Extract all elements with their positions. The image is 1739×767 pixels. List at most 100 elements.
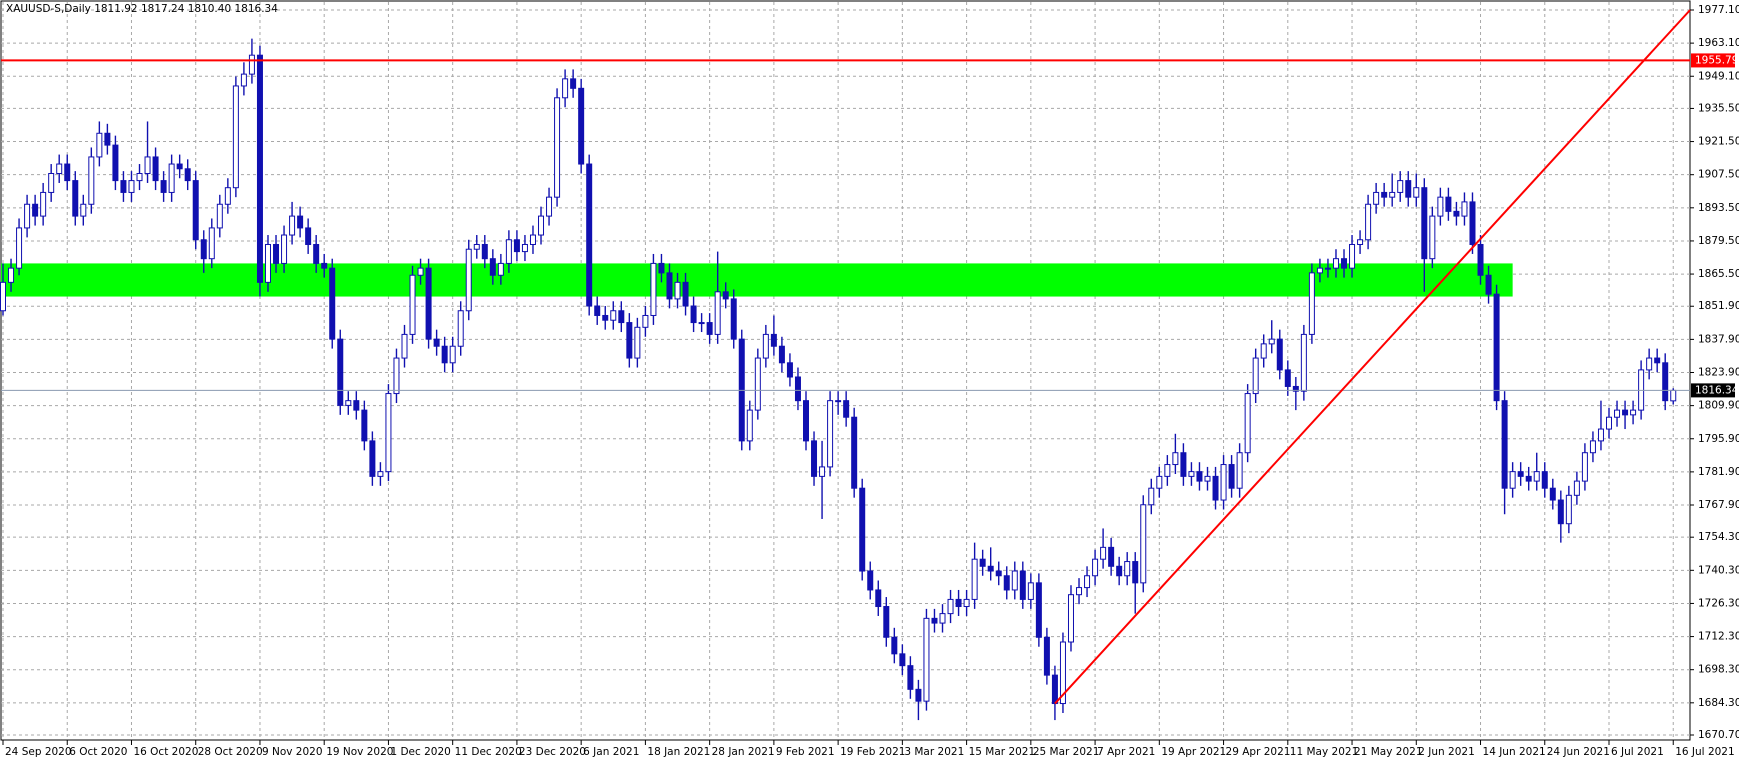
candle-body bbox=[778, 345, 785, 364]
candle-body bbox=[859, 487, 866, 572]
candle-body bbox=[794, 376, 801, 402]
candle-body bbox=[746, 409, 753, 442]
candle-body bbox=[1204, 475, 1211, 482]
candle-body bbox=[843, 400, 850, 418]
candle-body bbox=[72, 180, 79, 217]
candle-body bbox=[570, 78, 577, 89]
candle-body bbox=[1172, 452, 1179, 466]
candle-body bbox=[144, 156, 151, 175]
candle-body bbox=[762, 333, 769, 359]
candle-body bbox=[891, 636, 898, 655]
candle-body bbox=[1421, 187, 1428, 260]
candle-body bbox=[1196, 471, 1203, 482]
x-tick-label: 18 Jan 2021 bbox=[647, 746, 710, 758]
y-tick-label: 1740.30 bbox=[1698, 564, 1739, 576]
candle-body bbox=[1349, 243, 1356, 269]
candle-body bbox=[417, 267, 424, 276]
candle-body bbox=[650, 262, 657, 316]
candle-body bbox=[1429, 215, 1436, 260]
candle-body bbox=[562, 78, 569, 99]
candle-body bbox=[1646, 357, 1653, 371]
candle-body bbox=[1148, 487, 1155, 506]
candle-body bbox=[305, 227, 312, 245]
candle-body bbox=[273, 243, 280, 264]
candle-body bbox=[1662, 362, 1669, 402]
candle-body bbox=[947, 598, 954, 615]
candle-body bbox=[1276, 338, 1283, 371]
candle-body bbox=[1654, 357, 1661, 364]
chart-title: XAUUSD-S,Daily 1811.92 1817.24 1810.40 1… bbox=[6, 3, 278, 15]
candle-body bbox=[1019, 570, 1026, 600]
candle-body bbox=[971, 558, 978, 600]
candle-body bbox=[152, 156, 159, 182]
candle-body bbox=[1381, 191, 1388, 198]
candle-body bbox=[1485, 274, 1492, 295]
candle-body bbox=[64, 163, 71, 182]
candle-body bbox=[200, 239, 207, 260]
candle-body bbox=[811, 440, 818, 477]
x-tick-label: 9 Nov 2020 bbox=[262, 746, 323, 758]
candle-body bbox=[1581, 452, 1588, 482]
candle-body bbox=[1614, 409, 1621, 418]
candle-body bbox=[232, 85, 239, 189]
candle-body bbox=[321, 262, 328, 269]
candle-body bbox=[1316, 267, 1323, 274]
candle-body bbox=[313, 243, 320, 264]
candle-body bbox=[1011, 570, 1018, 591]
candle-body bbox=[1517, 471, 1524, 477]
candle-body bbox=[666, 272, 673, 300]
x-tick-label: 15 Mar 2021 bbox=[969, 746, 1036, 758]
x-tick-label: 6 Oct 2020 bbox=[69, 746, 127, 758]
x-tick-label: 28 Jan 2021 bbox=[712, 746, 775, 758]
candle-body bbox=[1589, 440, 1596, 454]
candle-body bbox=[1284, 369, 1291, 387]
candle-body bbox=[8, 267, 15, 283]
candle-body bbox=[1035, 582, 1042, 638]
candle-body bbox=[513, 239, 520, 253]
candle-body bbox=[1606, 416, 1612, 430]
x-tick-label: 1 Dec 2020 bbox=[390, 746, 450, 758]
candle-body bbox=[168, 163, 175, 193]
candle-body bbox=[1461, 201, 1468, 217]
y-tick-label: 1823.90 bbox=[1698, 367, 1739, 379]
candle-body bbox=[963, 598, 970, 608]
candle-body bbox=[128, 180, 135, 193]
candle-body bbox=[521, 243, 528, 253]
x-tick-label: 19 Apr 2021 bbox=[1161, 746, 1226, 758]
candle-body bbox=[56, 163, 63, 175]
candle-body bbox=[706, 322, 713, 335]
candle-body bbox=[1164, 464, 1171, 477]
candle-body bbox=[385, 393, 392, 473]
candle-body bbox=[497, 262, 504, 276]
candle-body bbox=[1308, 272, 1315, 335]
x-tick-label: 6 Jan 2021 bbox=[583, 746, 639, 758]
candle-body bbox=[184, 168, 191, 182]
candle-body bbox=[409, 274, 416, 335]
candle-body bbox=[786, 362, 793, 378]
y-tick-label: 1963.10 bbox=[1698, 37, 1739, 49]
candle-body bbox=[1630, 409, 1637, 416]
candle-body bbox=[883, 606, 890, 638]
y-tick-label: 1754.30 bbox=[1698, 531, 1739, 543]
candle-body bbox=[1116, 565, 1123, 577]
candle-body bbox=[216, 203, 223, 229]
candle-body bbox=[240, 73, 247, 87]
x-tick-label: 25 Mar 2021 bbox=[1033, 746, 1100, 758]
candle-body bbox=[634, 326, 641, 359]
candle-body bbox=[995, 570, 1002, 577]
candle-body bbox=[722, 291, 729, 300]
candle-body bbox=[1341, 258, 1348, 269]
x-tick-label: 2 Jun 2021 bbox=[1418, 746, 1474, 758]
candle-body bbox=[248, 54, 255, 75]
candle-body bbox=[1260, 343, 1267, 359]
candle-body bbox=[1533, 471, 1540, 482]
candle-body bbox=[955, 598, 962, 608]
candle-body bbox=[578, 87, 585, 165]
candle-body bbox=[1108, 546, 1115, 567]
x-tick-label: 16 Oct 2020 bbox=[133, 746, 198, 758]
y-tick-label: 1893.50 bbox=[1698, 202, 1739, 214]
hline-label: 1955.79 bbox=[1695, 54, 1738, 66]
candle-body bbox=[626, 322, 633, 359]
candle-body bbox=[690, 305, 697, 324]
candle-body bbox=[1453, 210, 1460, 217]
